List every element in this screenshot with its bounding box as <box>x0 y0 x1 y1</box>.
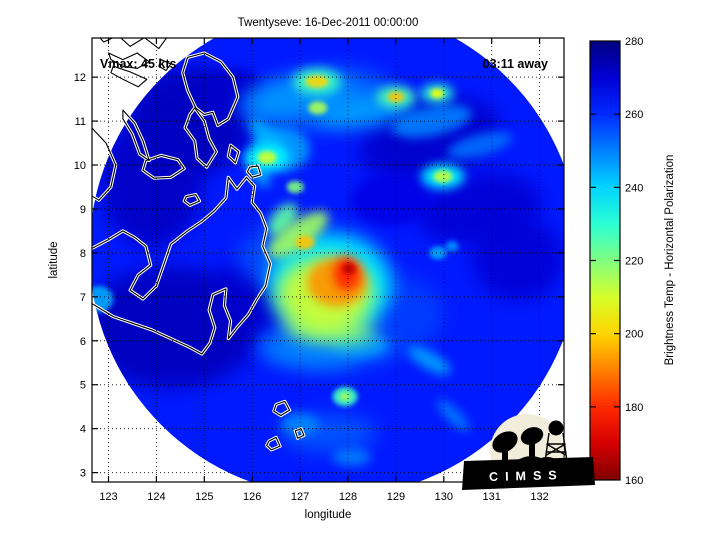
coastline-camiguin <box>183 193 201 206</box>
tb-blob <box>387 91 405 103</box>
y-tick-label: 12 <box>74 72 86 84</box>
x-tick-label: 129 <box>387 491 405 503</box>
coastline-islet-ne <box>158 59 172 72</box>
cimss-logo: CIMSS <box>462 414 595 490</box>
axis-tick-labels: 123 124 125 126 127 128 129 130 131 132 3 4 5 6 7 8 9 10 1… <box>74 72 549 503</box>
y-tick-label: 5 <box>80 380 86 392</box>
tb-blob <box>429 246 447 260</box>
gridlines <box>92 38 564 482</box>
tb-blob <box>101 116 202 249</box>
tb-blob <box>295 235 315 250</box>
coastline-mindanao <box>92 176 271 355</box>
logo-banner <box>462 457 595 490</box>
tb-blob <box>408 346 451 375</box>
colorbar-tick-label: 200 <box>625 329 643 341</box>
water-tower-tank <box>548 420 564 436</box>
tb-blob <box>430 88 444 99</box>
colorbar-tick-label: 180 <box>625 402 643 414</box>
tb-blob <box>280 413 320 436</box>
tb-blob <box>286 180 304 194</box>
tb-blob <box>433 170 453 183</box>
y-tick-label: 6 <box>80 336 86 348</box>
tb-blob <box>472 217 564 302</box>
x-axis-label: longitude <box>305 509 352 521</box>
overpass-time-annotation: 03:11 away <box>483 57 548 71</box>
water-tower-lattice <box>544 432 568 463</box>
colorbar-ticks <box>590 113 620 408</box>
x-tick-label: 124 <box>147 491 165 503</box>
x-tick-label: 125 <box>195 491 213 503</box>
x-tick-label: 123 <box>99 491 117 503</box>
coastline-samar <box>182 52 239 127</box>
x-tick-label: 131 <box>483 491 501 503</box>
tb-blob <box>437 399 470 432</box>
tb-blob <box>445 241 459 252</box>
coastline-bicol-coast <box>99 38 168 50</box>
plot-title: Twentyseve: 16-Dec-2011 00:00:00 <box>238 17 419 29</box>
colorbar-tick-label: 280 <box>625 36 643 48</box>
x-tick-label: 130 <box>435 491 453 503</box>
y-tick-label: 8 <box>80 248 86 260</box>
tb-blob <box>339 392 351 401</box>
y-axis-label: latitude <box>48 241 60 278</box>
x-tick-label: 132 <box>530 491 548 503</box>
dish-stem <box>502 449 508 463</box>
coastline-talaud-2 <box>266 436 281 451</box>
x-tick-label: 127 <box>291 491 309 503</box>
coastline-ticao <box>107 52 150 69</box>
tb-blob <box>350 173 432 227</box>
swath-circle <box>92 38 564 482</box>
y-tick-label: 7 <box>80 292 86 304</box>
colorbar-tick-label: 240 <box>625 182 643 194</box>
tb-blob <box>332 448 371 467</box>
satellite-dish-icon <box>520 427 544 445</box>
coastline-talaud-3 <box>294 428 305 439</box>
coastline-siargao <box>246 165 262 178</box>
dish-stem <box>529 442 535 462</box>
logo-text: CIMSS <box>489 468 564 484</box>
colorbar: 280 260 240 220 200 180 160 Brightness Temp - … <box>589 36 676 487</box>
tb-blob <box>308 101 328 115</box>
colorbar-tick-label: 260 <box>625 109 643 121</box>
y-tick-label: 3 <box>80 468 86 480</box>
plot-area <box>92 38 564 482</box>
coastline-masbate <box>110 65 148 88</box>
tb-blob <box>257 150 277 165</box>
tb-blob <box>447 131 513 159</box>
coastline-talaud-1 <box>273 400 291 417</box>
tb-blob <box>305 75 329 88</box>
tb-blob <box>391 104 472 138</box>
coastline-bohol <box>142 154 185 179</box>
y-tick-label: 9 <box>80 204 86 216</box>
colorbar-tick-labels: 280 260 240 220 200 180 160 <box>625 36 643 487</box>
vmax-annotation: Vmax: 45 kts <box>100 57 176 71</box>
colorbar-label: Brightness Temp - Horizontal Polarizatio… <box>664 155 676 366</box>
brightness-temp-field <box>92 66 564 467</box>
y-tick-label: 10 <box>74 160 86 172</box>
satellite-dish-icon <box>492 431 518 453</box>
tb-blob <box>92 285 114 313</box>
tb-blob <box>267 211 329 258</box>
y-tick-label: 4 <box>80 424 86 436</box>
colorbar-tick-label: 220 <box>625 256 643 268</box>
coastline-dinagat <box>227 144 240 164</box>
coastline-leyte <box>184 107 217 168</box>
y-tick-label: 11 <box>75 116 86 128</box>
x-tick-label: 128 <box>339 491 357 503</box>
tb-blob <box>342 263 356 275</box>
colorbar-tick-label: 160 <box>625 475 643 487</box>
x-tick-label: 126 <box>243 491 261 503</box>
axes-box <box>91 37 565 483</box>
